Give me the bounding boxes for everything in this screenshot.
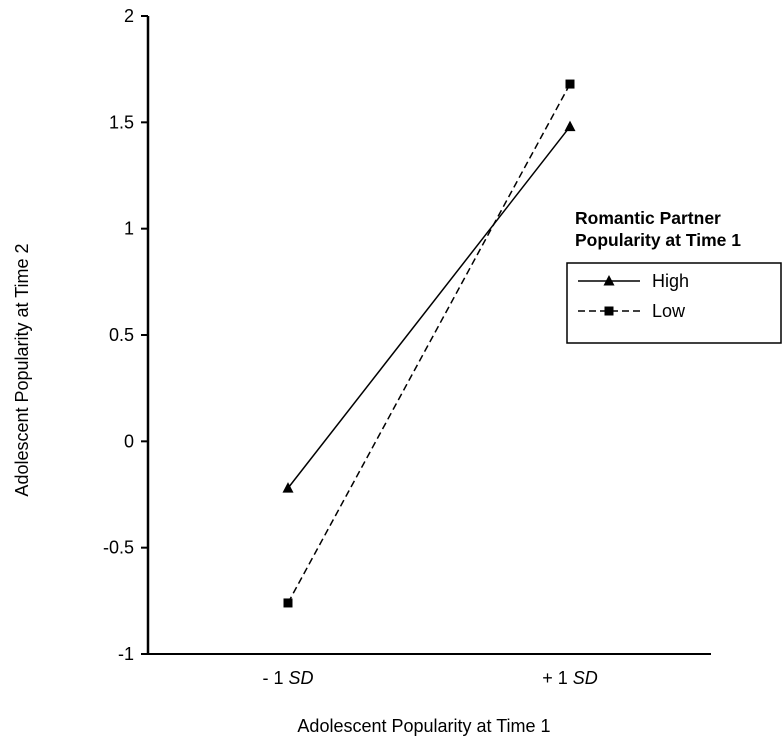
- series-high: [282, 120, 576, 493]
- legend-title-line1: Romantic Partner: [575, 208, 721, 228]
- series-low: [283, 79, 575, 608]
- legend-title-line2: Popularity at Time 1: [575, 230, 741, 250]
- y-tick-label: 1: [124, 219, 134, 239]
- legend-label: Low: [652, 301, 686, 321]
- legend-box: [566, 262, 782, 344]
- y-tick-label: -0.5: [103, 538, 134, 558]
- legend-items: High Low: [578, 271, 689, 321]
- x-tick-label: + 1 SD: [542, 668, 598, 688]
- y-tick-label: 1.5: [109, 112, 134, 132]
- y-tick-label: 0: [124, 431, 134, 451]
- y-axis-title: Adolescent Popularity at Time 2: [12, 243, 32, 496]
- legend-marker-triangle: [603, 275, 615, 286]
- legend-label: High: [652, 271, 689, 291]
- y-tick-label: 0.5: [109, 325, 134, 345]
- series-line-high: [287, 126, 571, 489]
- data-point-high: [564, 120, 576, 132]
- y-ticks: -1 -0.5 0 0.5 1 1.5 2: [103, 6, 148, 664]
- data-point-low: [283, 598, 293, 608]
- data-point-high: [282, 482, 294, 493]
- y-tick-label: -1: [118, 644, 134, 664]
- legend-item-high: High: [578, 271, 689, 291]
- y-tick-label: 2: [124, 6, 134, 26]
- series-line-low: [287, 83, 571, 604]
- legend-item-low: Low: [578, 301, 686, 321]
- legend-marker-square: [604, 306, 614, 316]
- series-layer: [282, 79, 576, 608]
- legend: Romantic Partner Popularity at Time 1 Hi…: [566, 208, 782, 344]
- data-point-low: [565, 79, 575, 89]
- x-axis-title: Adolescent Popularity at Time 1: [297, 716, 550, 736]
- x-ticks: - 1 SD + 1 SD: [262, 668, 597, 688]
- x-tick-label: - 1 SD: [262, 668, 313, 688]
